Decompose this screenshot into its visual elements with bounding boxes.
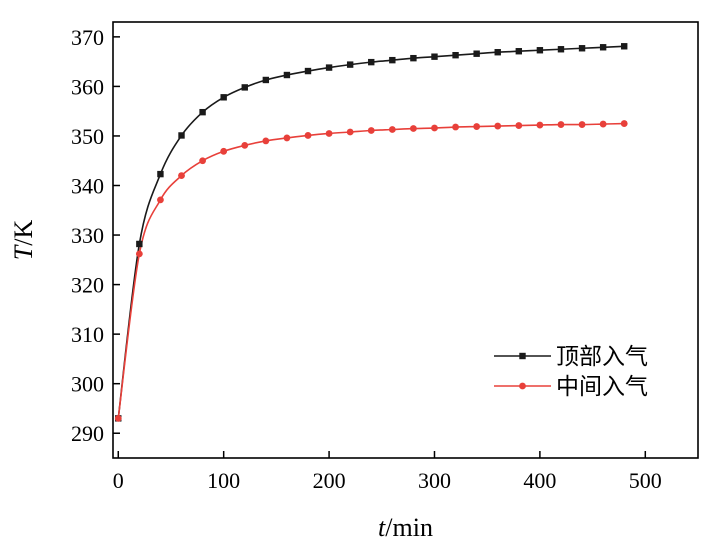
series-0-point-6 [241, 84, 248, 91]
series-0-point-3 [178, 132, 185, 139]
series-1-point-18 [494, 122, 502, 130]
y-tick-label-350: 350 [71, 124, 104, 149]
x-tick-label-0: 0 [113, 468, 124, 493]
series-1-point-5 [220, 147, 228, 155]
series-0-point-18 [494, 49, 501, 56]
x-axis-title: t/min [378, 513, 433, 542]
series-1-point-3 [178, 172, 185, 179]
markers-layer [114, 43, 628, 422]
series-0-point-12 [368, 58, 375, 66]
series-0-point-4 [199, 108, 206, 116]
y-tick-label-300: 300 [71, 372, 104, 397]
series-1-point-15 [431, 124, 438, 132]
x-tick-label-400: 400 [523, 468, 556, 493]
series-0-point-17 [473, 50, 480, 57]
series-1-point-12 [367, 127, 375, 134]
series-1-point-1 [135, 250, 143, 258]
legend-entry-middle-inlet: 中间入气 [494, 374, 648, 400]
series-1-point-10 [325, 130, 333, 137]
ticks-layer: 0 100 200 300 400 500 290 300 310 320 330 340 350 360… [71, 25, 662, 493]
series-1-point-22 [578, 121, 586, 128]
legend-entry-top-inlet: 顶部入气 [494, 344, 648, 370]
series-1-point-6 [241, 141, 249, 149]
series-0-point-16 [452, 51, 459, 59]
legend-marker-middle-inlet [519, 382, 526, 390]
series-1-point-16 [452, 123, 459, 131]
series-1-point-19 [515, 122, 523, 129]
x-tick-label-200: 200 [313, 468, 346, 493]
legend-label-top-inlet: 顶部入气 [556, 344, 648, 370]
series-1-point-23 [599, 120, 607, 128]
x-axis-title-unit: /min [385, 513, 433, 542]
y-tick-label-290: 290 [71, 421, 104, 446]
series-0-point-15 [431, 53, 438, 60]
series-0-point-20 [536, 47, 544, 54]
legend-marker-top-inlet [519, 352, 526, 360]
series-0-point-1 [136, 240, 143, 248]
series-1-point-11 [346, 128, 354, 136]
series-1-point-13 [388, 126, 396, 133]
y-tick-label-330: 330 [71, 223, 104, 248]
series-0-point-22 [578, 45, 586, 52]
series-1-point-7 [262, 137, 270, 145]
series-0-point-11 [346, 61, 354, 68]
series-0-point-9 [304, 67, 312, 75]
x-axis-title-var: t [378, 513, 386, 542]
y-tick-label-310: 310 [71, 322, 104, 347]
series-1-point-4 [199, 157, 206, 165]
series-0-point-23 [599, 44, 607, 51]
series-1-point-24 [620, 120, 628, 127]
series-line-1 [117, 122, 625, 419]
series-1-point-21 [557, 121, 565, 128]
series-1-point-14 [410, 125, 417, 132]
x-tick-label-500: 500 [629, 468, 662, 493]
series-1-point-9 [304, 132, 312, 139]
x-tick-label-100: 100 [207, 468, 240, 493]
series-1-point-2 [157, 196, 164, 204]
legend-label-middle-inlet: 中间入气 [556, 374, 648, 400]
y-axis-title-var: T [9, 244, 38, 260]
series-0-point-19 [515, 48, 523, 55]
y-tick-label-320: 320 [71, 273, 104, 298]
series-0-point-24 [621, 43, 628, 50]
series-0-point-2 [157, 170, 164, 178]
series-1-point-17 [473, 123, 481, 130]
series-0-point-21 [557, 46, 565, 53]
lines-layer [117, 45, 625, 419]
plot-frame [112, 21, 699, 459]
series-0-point-13 [389, 56, 396, 64]
y-axis-title-unit: /K [9, 220, 38, 246]
series-0-point-8 [283, 71, 291, 79]
series-0-point-7 [262, 76, 270, 84]
x-tick-label-300: 300 [418, 468, 451, 493]
series-1-point-0 [114, 414, 122, 422]
y-tick-label-360: 360 [71, 74, 104, 99]
series-1-point-8 [283, 134, 291, 142]
y-axis-title: T/K [9, 220, 38, 261]
series-1-point-20 [536, 121, 544, 129]
series-0-point-10 [325, 64, 333, 71]
legend: 顶部入气 中间入气 [494, 344, 648, 400]
series-0-point-5 [220, 94, 227, 101]
series-0-point-14 [410, 54, 417, 62]
y-tick-label-370: 370 [71, 25, 104, 50]
y-tick-label-340: 340 [71, 174, 104, 199]
series-line-0 [117, 45, 625, 419]
